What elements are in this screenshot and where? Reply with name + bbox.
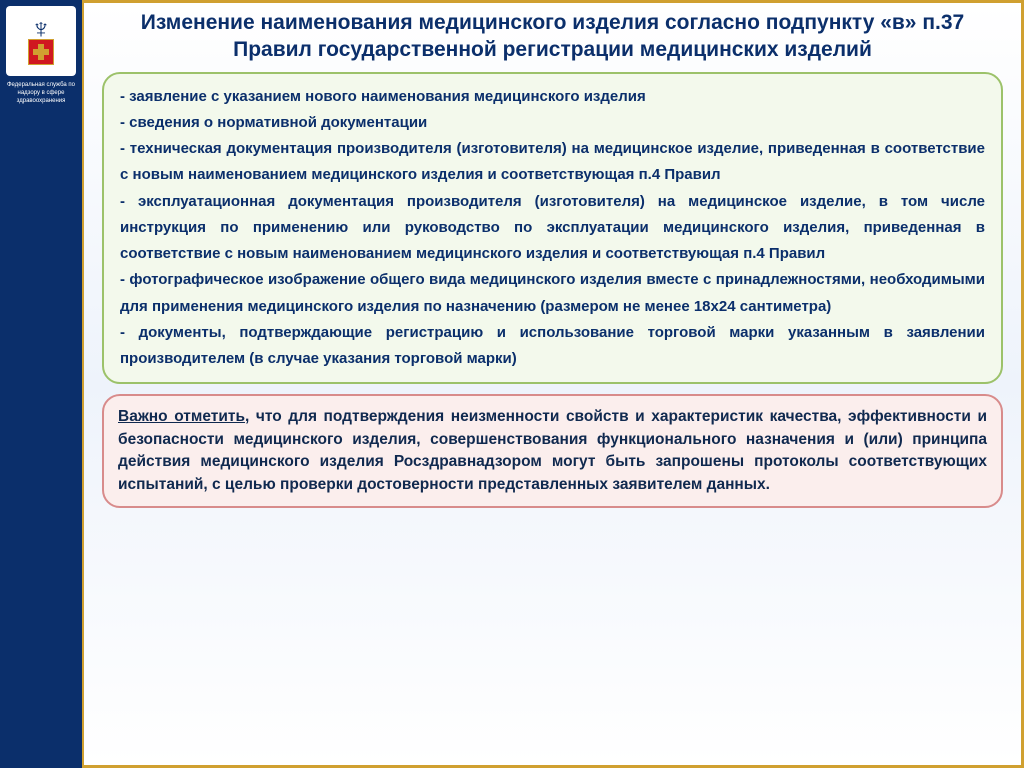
sidebar: ♆ Федеральная служба по надзору в сфере … <box>0 0 84 768</box>
page-title: Изменение наименования медицинского изде… <box>102 7 1003 72</box>
list-item: - сведения о нормативной документации <box>120 110 985 136</box>
main-panel: Изменение наименования медицинского изде… <box>84 0 1024 768</box>
list-item: - фотографическое изображение общего вид… <box>120 267 985 320</box>
note-body: , что для подтверждения неизменности сво… <box>118 408 987 492</box>
list-item: - документы, подтверждающие регистрацию … <box>120 320 985 373</box>
agency-caption: Федеральная служба по надзору в сфере зд… <box>0 82 82 105</box>
note-box: Важно отметить, что для подтверждения не… <box>102 394 1003 508</box>
list-item: - заявление с указанием нового наименова… <box>120 84 985 110</box>
list-item: - техническая документация производителя… <box>120 136 985 189</box>
list-item: - эксплуатационная документация производ… <box>120 189 985 268</box>
note-lead: Важно отметить <box>118 408 245 425</box>
agency-emblem: ♆ <box>6 6 76 76</box>
medical-cross-icon <box>28 39 54 65</box>
requirements-box: - заявление с указанием нового наименова… <box>102 72 1003 385</box>
